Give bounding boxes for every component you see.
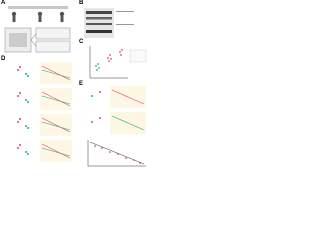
dot: [17, 121, 19, 123]
band: [86, 17, 112, 20]
dot: [125, 157, 127, 159]
dot: [117, 153, 119, 155]
fit-line: [41, 117, 71, 133]
person-icon: [11, 11, 17, 17]
dots: [95, 63, 100, 71]
panel-label: E: [79, 81, 83, 87]
fit-line: [89, 141, 145, 165]
dot: [121, 49, 123, 51]
panel-label: A: [1, 0, 6, 6]
icon: [9, 33, 27, 47]
fit-line: [111, 115, 145, 131]
fit-line: [41, 91, 71, 107]
row: [17, 114, 72, 136]
dot: [17, 69, 19, 71]
row: [17, 88, 72, 110]
fit-line: [41, 95, 71, 105]
fit-line: [41, 121, 71, 131]
fit-line: [41, 143, 71, 159]
fit-line: [111, 89, 145, 105]
dot: [25, 125, 27, 127]
dot: [107, 57, 109, 59]
dot: [99, 117, 101, 119]
dot: [120, 54, 122, 56]
dot: [91, 95, 93, 97]
timeline: [8, 6, 68, 9]
dot: [19, 144, 21, 146]
dot: [109, 54, 111, 56]
dot: [95, 65, 97, 67]
schematic: [4, 6, 71, 53]
dot: [133, 159, 135, 161]
dot: [96, 69, 98, 71]
person-icon: [12, 16, 16, 22]
dot: [110, 58, 112, 60]
fit-line: [41, 65, 71, 81]
panel-label: D: [1, 56, 6, 62]
dot: [19, 118, 21, 120]
dot: [19, 66, 21, 68]
label-mark: [116, 11, 134, 12]
panel-e-plots: [87, 86, 146, 167]
fit-line: [41, 147, 71, 157]
figure: A B C: [1, 0, 147, 167]
band: [86, 11, 112, 14]
panel-d-plots: [17, 62, 72, 162]
dot-plot: [89, 46, 147, 79]
box: [35, 27, 71, 40]
dot: [27, 127, 29, 129]
dot: [98, 67, 100, 69]
dot: [101, 147, 103, 149]
person-icon: [38, 16, 42, 22]
dot: [25, 73, 27, 75]
label-mark: [116, 24, 134, 25]
band: [86, 23, 112, 25]
dot: [25, 99, 27, 101]
person-icon: [60, 16, 64, 22]
dot: [19, 92, 21, 94]
dot: [108, 60, 110, 62]
legend: [129, 49, 147, 63]
blot: [84, 8, 134, 38]
dot: [139, 162, 141, 164]
arrow: [30, 33, 37, 47]
page: {"panels": {"a": "A", "b": "B", "c": "C"…: [0, 0, 150, 169]
fit-line: [41, 69, 71, 79]
dot: [27, 153, 29, 155]
dots: [94, 145, 141, 164]
dots: [107, 49, 123, 62]
panel-label: B: [79, 0, 84, 6]
dot: [99, 91, 101, 93]
row: [17, 140, 72, 162]
person-icon: [37, 11, 43, 17]
box: [35, 40, 71, 53]
dot: [97, 63, 99, 65]
row: [17, 62, 72, 84]
dot: [119, 51, 121, 53]
dot: [27, 101, 29, 103]
dot: [25, 151, 27, 153]
dot: [109, 151, 111, 153]
dot: [91, 121, 93, 123]
person-icon: [59, 11, 65, 17]
panel-label: C: [79, 39, 84, 45]
band: [86, 30, 112, 33]
dot: [94, 145, 96, 147]
dot: [17, 95, 19, 97]
dot: [27, 75, 29, 77]
dot: [17, 147, 19, 149]
